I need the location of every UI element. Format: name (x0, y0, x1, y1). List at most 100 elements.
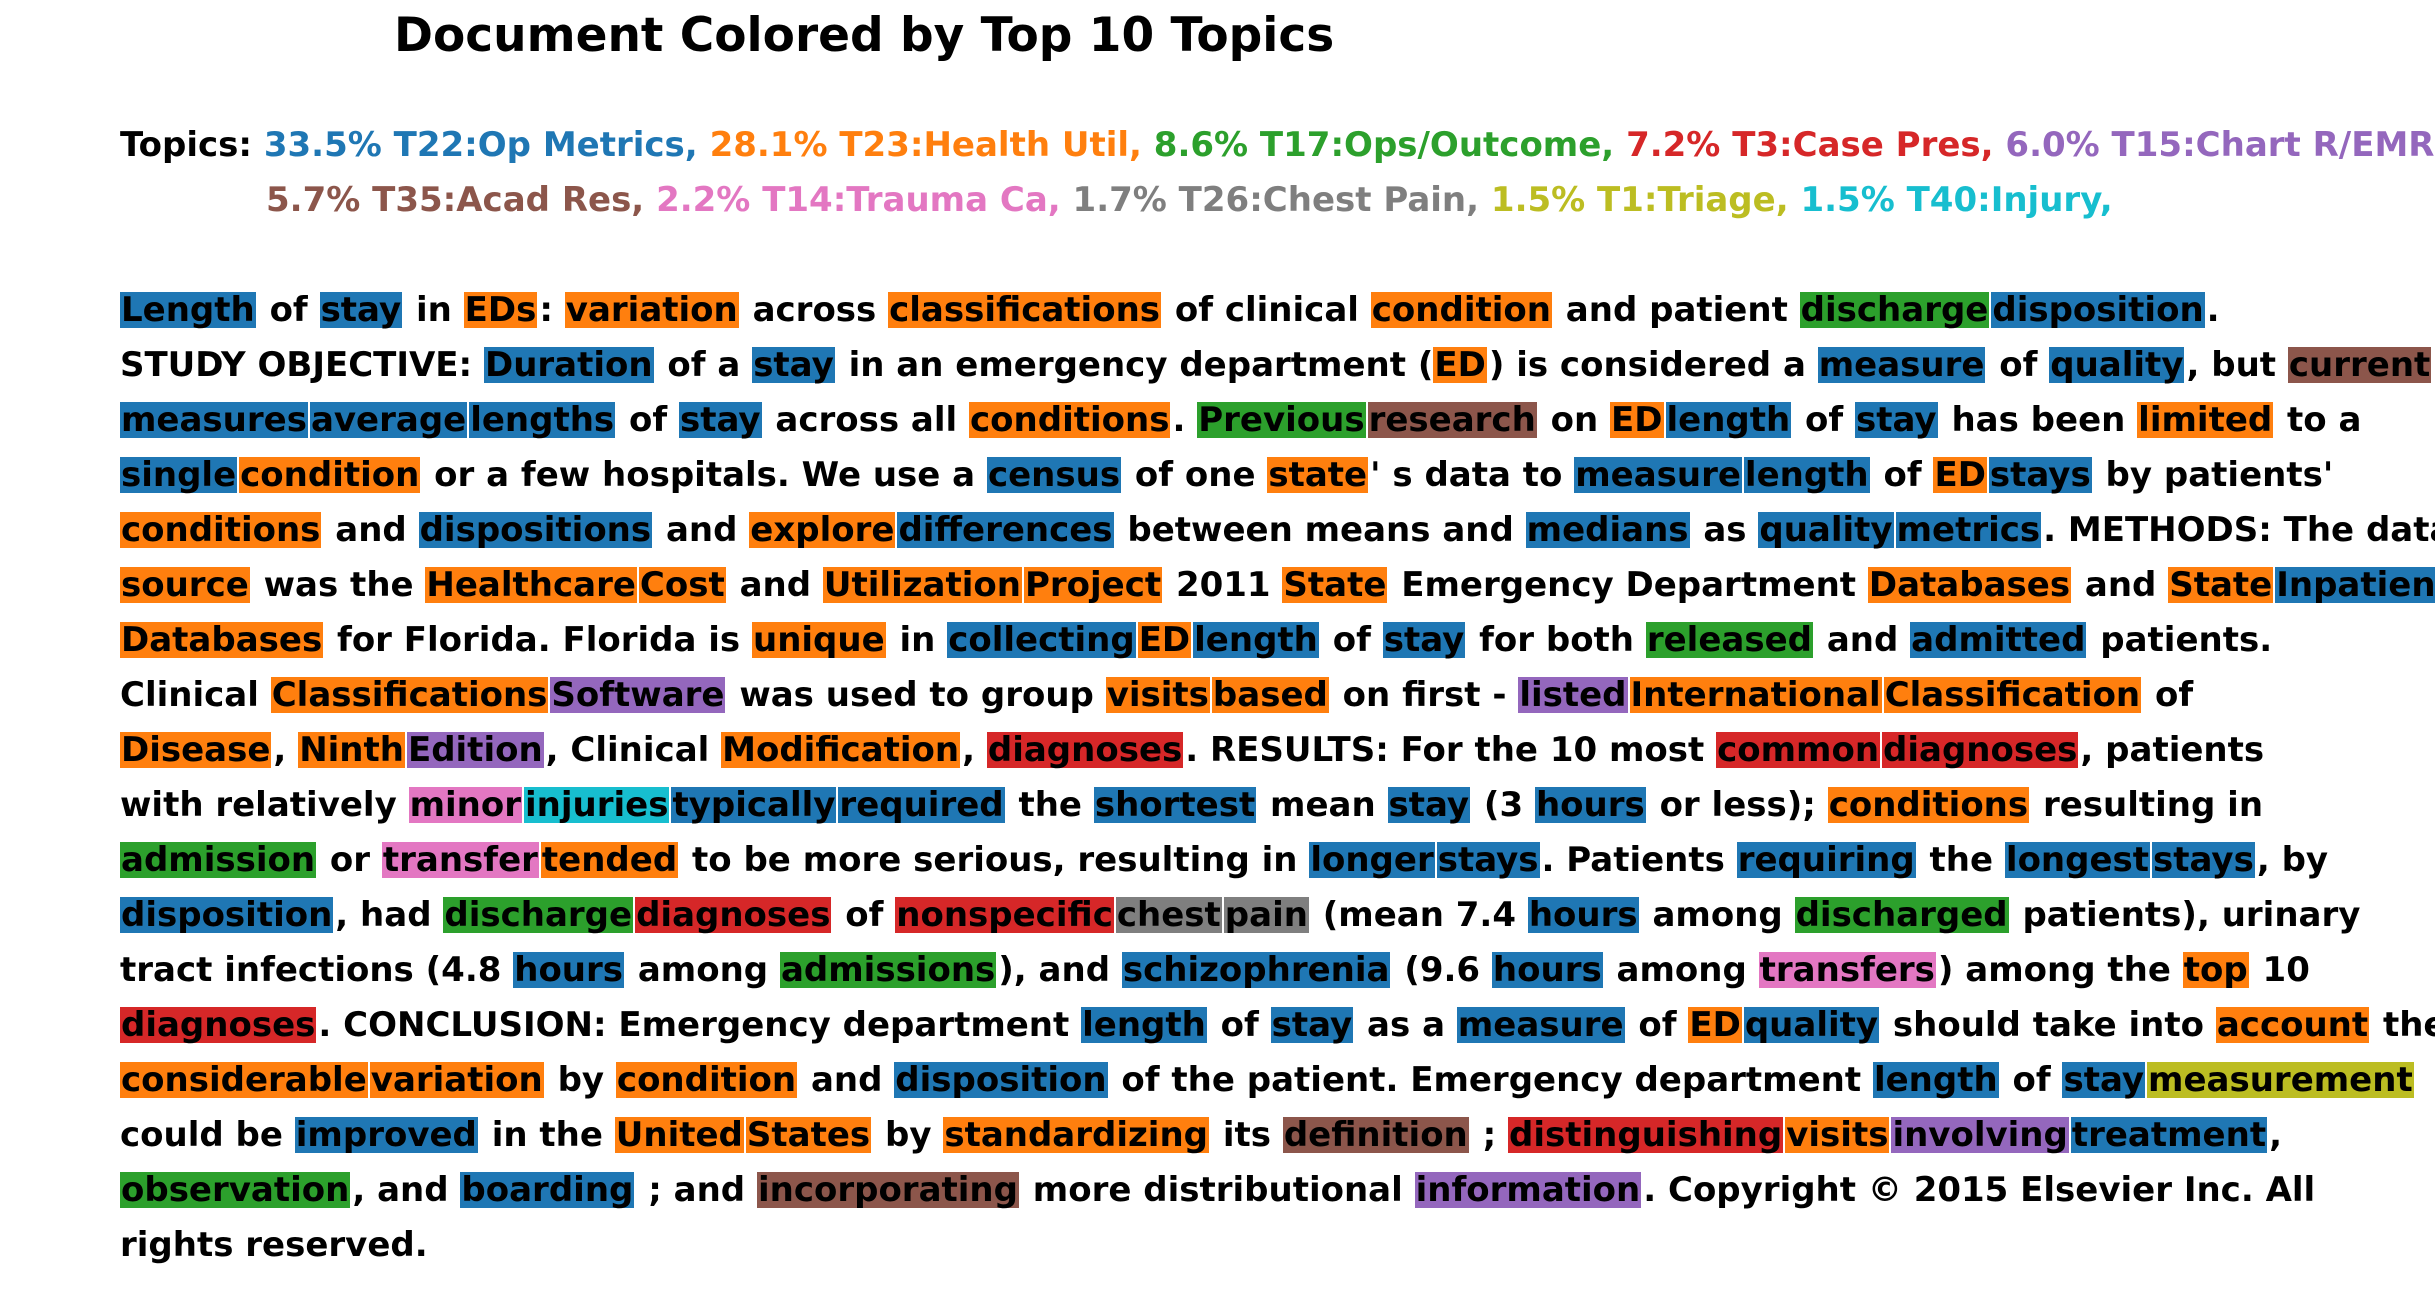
plain-text: has been (1939, 400, 2138, 440)
topic-highlight-word: State (2168, 565, 2274, 605)
topic-highlight-word: Previous (1197, 400, 1366, 440)
topic-highlight-word: research (1367, 400, 1537, 440)
topic-highlight-word: listed (1518, 675, 1628, 715)
plain-text: as (1691, 510, 1759, 550)
document-line: diagnoses. CONCLUSION: Emergency departm… (120, 998, 2435, 1053)
document-line: tract infections (4.8 hours among admiss… (120, 943, 2420, 998)
topic-highlight-word: collecting (947, 620, 1136, 660)
topic-highlight-word: stay (2062, 1060, 2146, 1100)
plain-text: in (404, 290, 464, 330)
topic-highlight-word: information (1414, 1170, 1642, 1210)
topic-highlight-word: quality (1758, 510, 1894, 550)
plain-text: patients), urinary (2010, 895, 2361, 935)
topic-highlight-word: conditions (969, 400, 1171, 440)
topic-highlight-word: involving (1891, 1115, 2069, 1155)
plain-text: as a (1355, 1005, 1457, 1045)
plain-text: . Patients (1541, 840, 1737, 880)
plain-text: 2011 (1164, 565, 1283, 605)
topic-highlight-word: tended (540, 840, 679, 880)
topic-highlight-word: requiring (1736, 840, 1916, 880)
document-line: could be improved in the United States by… (120, 1108, 2420, 1163)
plain-text: the (1917, 840, 2005, 880)
document-line: STUDY OBJECTIVE: Duration of a stay in a… (120, 338, 2432, 393)
topic-highlight-word: diagnoses (120, 1005, 317, 1045)
plain-text: ) is considered a (1488, 345, 1818, 385)
plain-text: on first - (1330, 675, 1519, 715)
topic-highlight-word: Length (120, 290, 256, 330)
page-title: Document Colored by Top 10 Topics (394, 8, 1335, 63)
topic-highlight-word: chest (1115, 895, 1222, 935)
document-line: conditions and dispositions and explore d… (120, 503, 2435, 558)
plain-text: ; and (636, 1170, 757, 1210)
topic-highlight-word: stay (752, 345, 835, 385)
topic-highlight-word: measurement (2147, 1060, 2414, 1100)
plain-text: among (626, 950, 780, 990)
topic-highlight-word: longest (2004, 840, 2151, 880)
plain-text: rights reserved. (120, 1225, 428, 1265)
plain-text: (3 (1472, 785, 1535, 825)
topic-highlight-word: ED (1933, 455, 1987, 495)
plain-text: the (2382, 1005, 2435, 1045)
plain-text: of (257, 290, 320, 330)
topic-highlight-word: hours (1534, 785, 1646, 825)
topic-highlight-word: measure (1574, 455, 1742, 495)
topic-highlight-word: longer (1309, 840, 1435, 880)
topic-highlight-word: stay (1855, 400, 1938, 440)
topic-highlight-word: stay (319, 290, 403, 330)
plain-text: of (1626, 1005, 1689, 1045)
topic-highlight-word: Edition (406, 730, 544, 770)
plain-text: , (962, 730, 987, 770)
topics-legend: Topics: 33.5% T22:Op Metrics, 28.1% T23:… (120, 118, 2435, 228)
plain-text: and patient (1553, 290, 1800, 330)
topic-highlight-word: Cost (638, 565, 726, 605)
plain-text: of (1320, 620, 1383, 660)
document-line: admission or transfer tended to be more s… (120, 833, 2420, 888)
plain-text: . METHODS: The data (2043, 510, 2435, 550)
topic-highlight-word: condition (239, 455, 421, 495)
topic-highlight-word: Classification (1883, 675, 2142, 715)
topic-highlight-word: based (1211, 675, 1329, 715)
plain-text: among (1640, 895, 1795, 935)
topic-highlight-word: discharged (1794, 895, 2009, 935)
topic-highlight-word: stay (679, 400, 762, 440)
topic-highlight-word: current (2287, 345, 2432, 385)
plain-text: across (740, 290, 889, 330)
topic-highlight-word: distinguishing (1508, 1115, 1784, 1155)
topic-highlight-word: released (1645, 620, 1813, 660)
topic-highlight-word: visits (1785, 1115, 1890, 1155)
topic-highlight-word: average (309, 400, 468, 440)
plain-text: of one (1123, 455, 1268, 495)
topic-highlight-word: disposition (1991, 290, 2205, 330)
topic-highlight-word: definition (1282, 1115, 1469, 1155)
topic-highlight-word: ED (1433, 345, 1487, 385)
plain-text: its (1211, 1115, 1283, 1155)
plain-text: was the (251, 565, 426, 605)
topic-highlight-word: visits (1105, 675, 1210, 715)
topics-row: Topics: 33.5% T22:Op Metrics, 28.1% T23:… (120, 118, 2435, 173)
topic-highlight-word: conditions (1827, 785, 2030, 825)
plain-text: in (887, 620, 948, 660)
topic-highlight-word: State (1282, 565, 1388, 605)
plain-text: of the patient. Emergency department (1109, 1060, 1873, 1100)
topic-highlight-word: Databases (1867, 565, 2072, 605)
topic-highlight-word: disposition (894, 1060, 1108, 1100)
plain-text: of (1208, 1005, 1271, 1045)
plain-text: of clinical (1163, 290, 1371, 330)
plain-text: should take into (1881, 1005, 2216, 1045)
plain-text: , patients (2080, 730, 2265, 770)
plain-text: , but (2186, 345, 2288, 385)
plain-text: of (1871, 455, 1934, 495)
plain-text: . RESULTS: For the 10 most (1185, 730, 1717, 770)
document-line: considerable variation by condition and d… (120, 1053, 2420, 1108)
plain-text: , had (335, 895, 444, 935)
plain-text: tract infections (4.8 (120, 950, 514, 990)
plain-text: or (318, 840, 382, 880)
topic-highlight-word: International (1629, 675, 1882, 715)
plain-text: in an emergency department ( (836, 345, 1434, 385)
plain-text: , by (2256, 840, 2329, 880)
topic-highlight-word: differences (897, 510, 1114, 550)
plain-text: by patients' (2093, 455, 2334, 495)
topic-highlight-word: required (838, 785, 1005, 825)
topic-highlight-word: admissions (779, 950, 997, 990)
topic-entry: 8.6% T17:Ops/Outcome, (1153, 125, 1615, 165)
